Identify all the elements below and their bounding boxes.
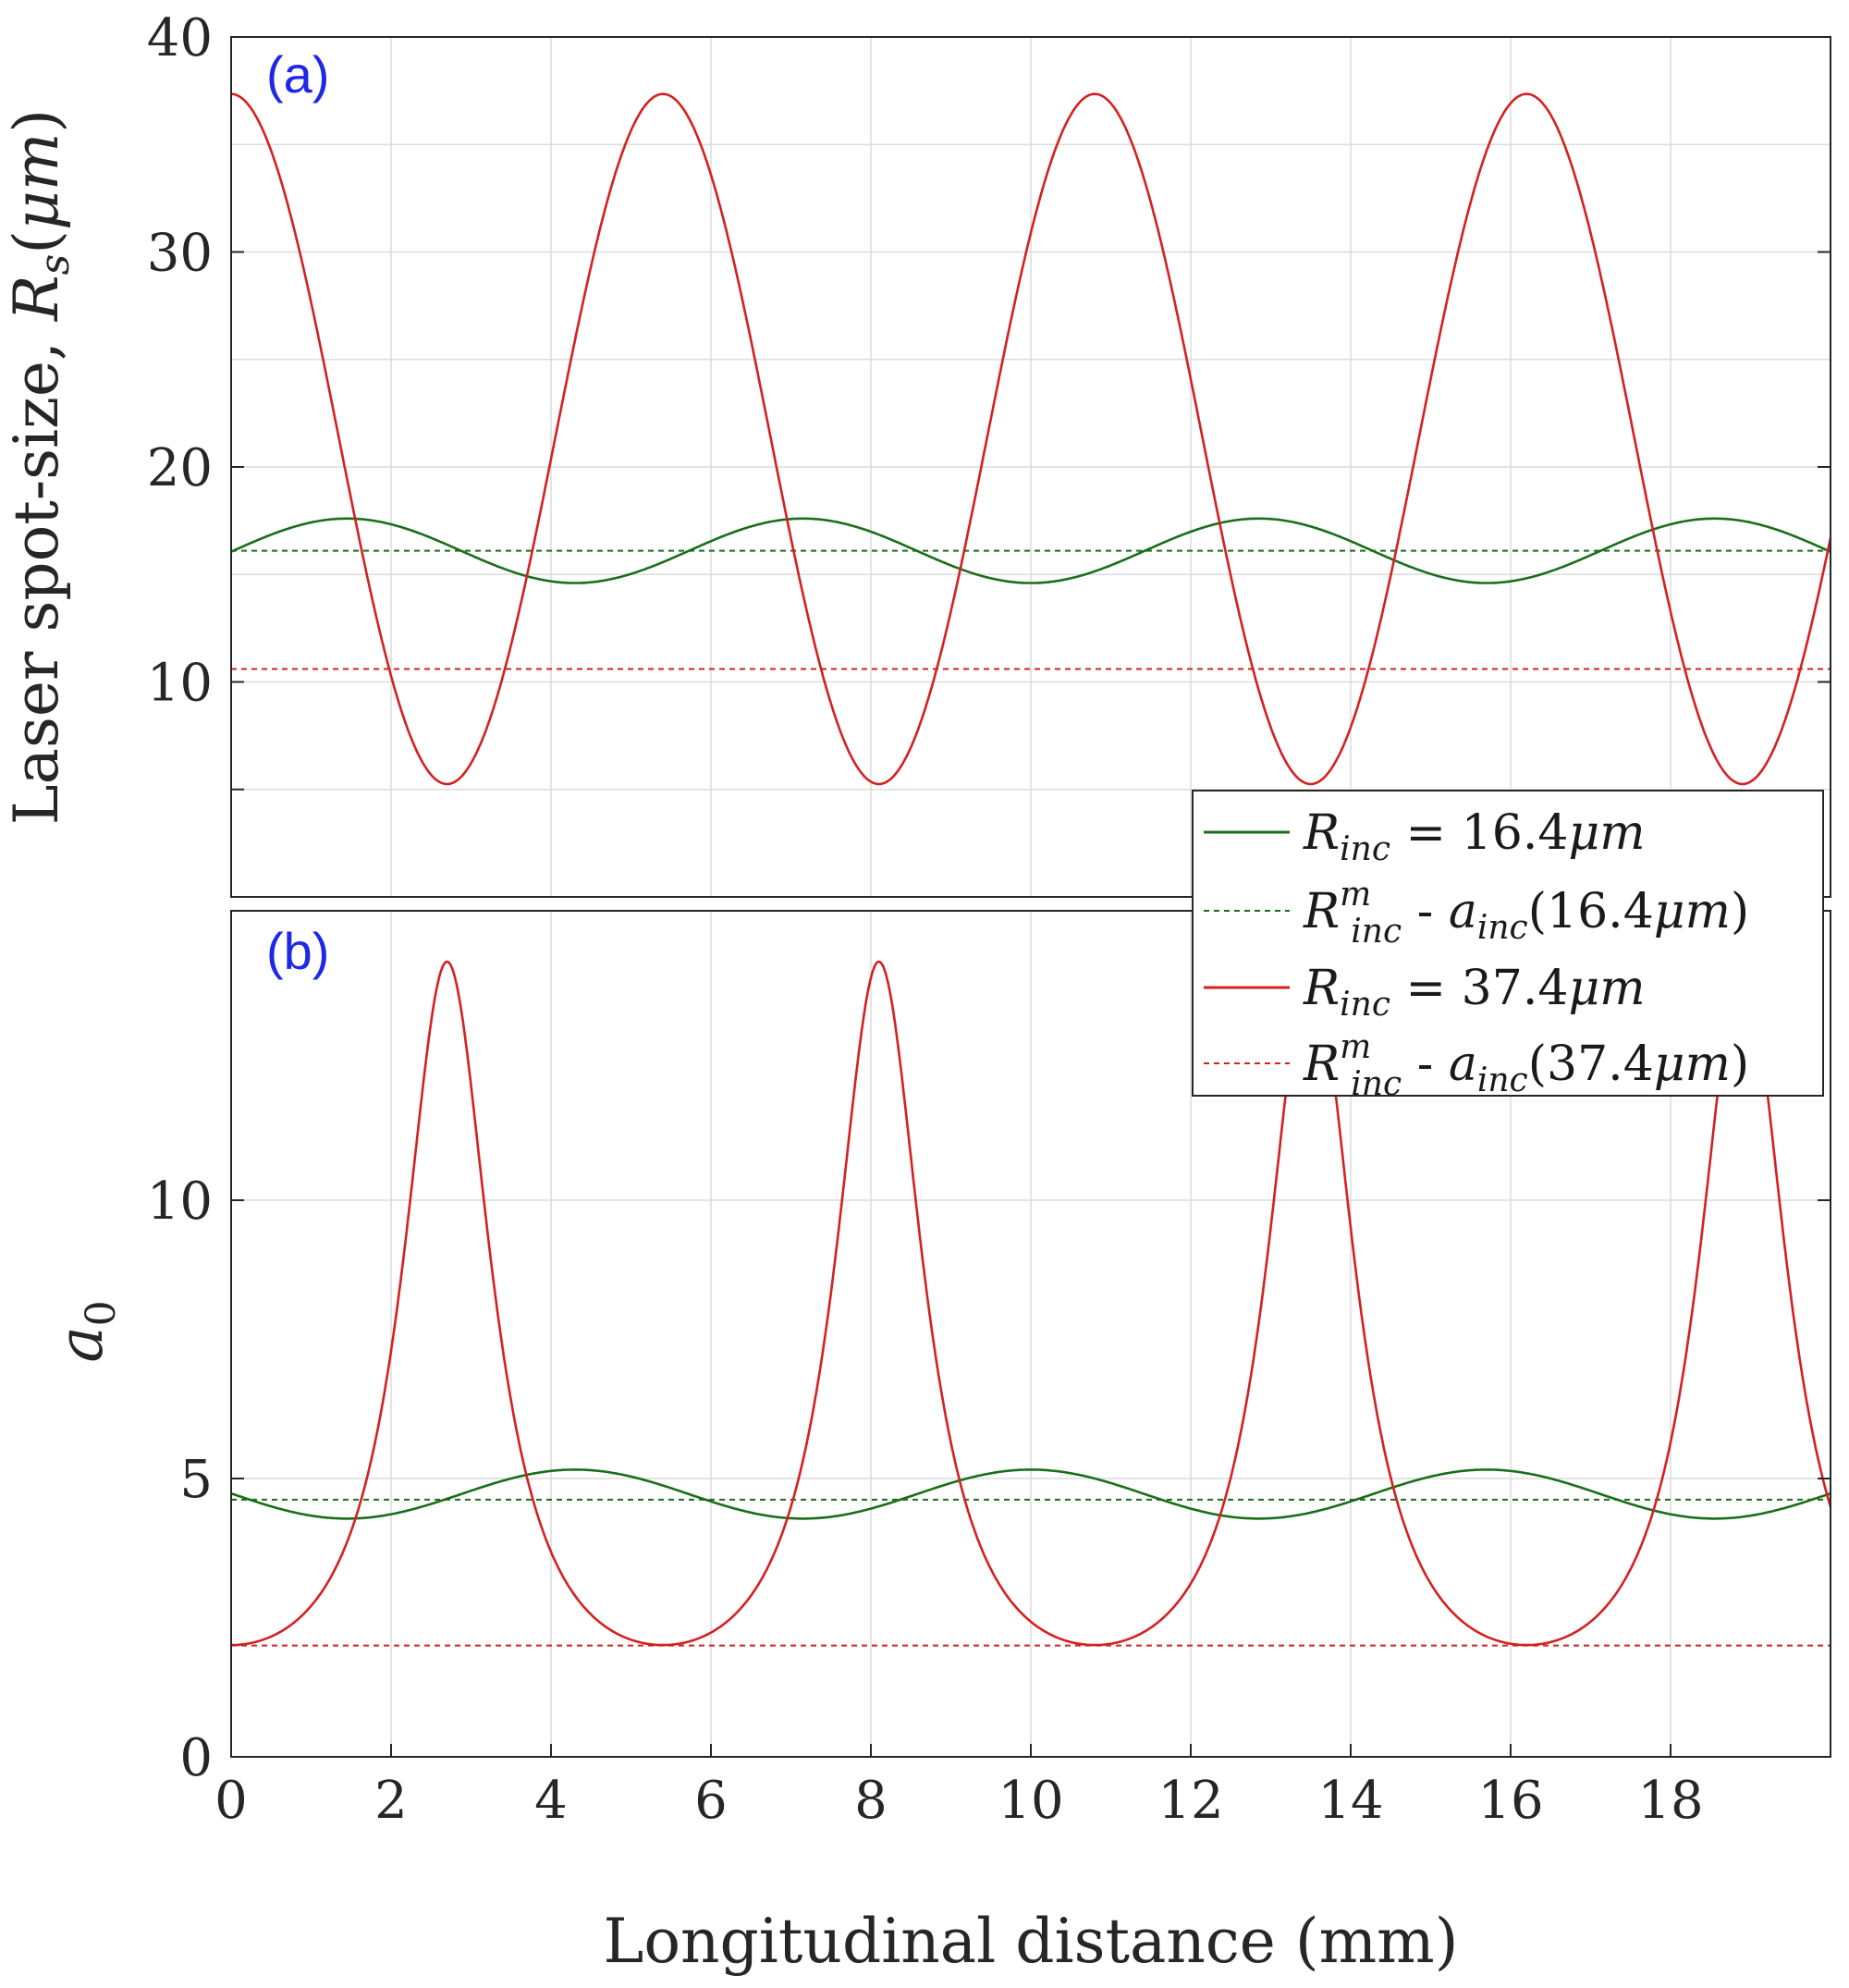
panel-a-ytick-label-10: 10 bbox=[147, 654, 213, 714]
legend-entries: Rinc = 16.4μm Rm inc - ainc(16.4μm) Rinc = … bbox=[1204, 805, 1749, 1103]
xtick-label-12: 12 bbox=[1157, 1771, 1223, 1831]
panel-a-label: (a) bbox=[266, 45, 329, 104]
panel-b-series bbox=[230, 960, 1832, 1647]
legend-label-0: Rinc = 16.4μm bbox=[1303, 805, 1646, 868]
xtick-label-6: 6 bbox=[694, 1771, 728, 1831]
xtick-label-0: 0 bbox=[214, 1771, 248, 1831]
xtick-label-14: 14 bbox=[1317, 1771, 1383, 1831]
panel-a-series bbox=[230, 92, 1832, 786]
legend-label-1: Rm inc - ainc(16.4μm) bbox=[1303, 876, 1749, 951]
panel-a-y-ticks: 10 20 30 40 bbox=[147, 8, 1831, 791]
panel-b-series-0 bbox=[230, 1468, 1831, 1520]
panel-b-ytick-label-0: 0 bbox=[179, 1728, 213, 1788]
panel-b-y-ticks: 0 5 10 bbox=[147, 1172, 1831, 1788]
xtick-label-10: 10 bbox=[998, 1771, 1063, 1831]
panel-b-y-axis-label: a0 bbox=[45, 1300, 125, 1362]
legend-box bbox=[1192, 790, 1824, 1097]
panel-b-x-ticks: 0 2 4 6 8 10 12 14 16 18 bbox=[214, 1744, 1704, 1831]
panel-b-label: (b) bbox=[266, 922, 329, 980]
panel-b-ytick-label-10: 10 bbox=[147, 1172, 213, 1232]
panel-a-ytick-label-40: 40 bbox=[147, 8, 213, 68]
legend-label-3: Rm inc - ainc(37.4μm) bbox=[1303, 1028, 1749, 1103]
xtick-label-18: 18 bbox=[1637, 1771, 1703, 1831]
panel-a-y-axis-label: Laser spot-size,Rs(μm) bbox=[1, 109, 79, 825]
x-axis-label: Longitudinal distance (mm) bbox=[603, 1906, 1458, 1977]
xtick-label-2: 2 bbox=[374, 1771, 408, 1831]
panel-a: 10 20 30 40 (a) Laser spot-size,Rs(μm) bbox=[1, 8, 1832, 898]
panel-b-series-2 bbox=[231, 960, 1832, 1647]
xtick-label-4: 4 bbox=[534, 1771, 568, 1831]
xtick-label-8: 8 bbox=[854, 1771, 888, 1831]
panel-a-grid bbox=[230, 37, 1831, 897]
legend: Rinc = 16.4μm Rm inc - ainc(16.4μm) Rinc = … bbox=[1192, 790, 1824, 1103]
panel-a-series-2 bbox=[230, 92, 1832, 786]
xtick-label-16: 16 bbox=[1477, 1771, 1543, 1831]
panel-a-series-0 bbox=[230, 517, 1831, 584]
panel-b-ytick-label-5: 5 bbox=[179, 1450, 213, 1510]
panel-a-ytick-label-20: 20 bbox=[147, 438, 213, 498]
legend-label-2: Rinc = 37.4μm bbox=[1303, 961, 1646, 1024]
panel-a-ytick-label-30: 30 bbox=[147, 224, 213, 284]
